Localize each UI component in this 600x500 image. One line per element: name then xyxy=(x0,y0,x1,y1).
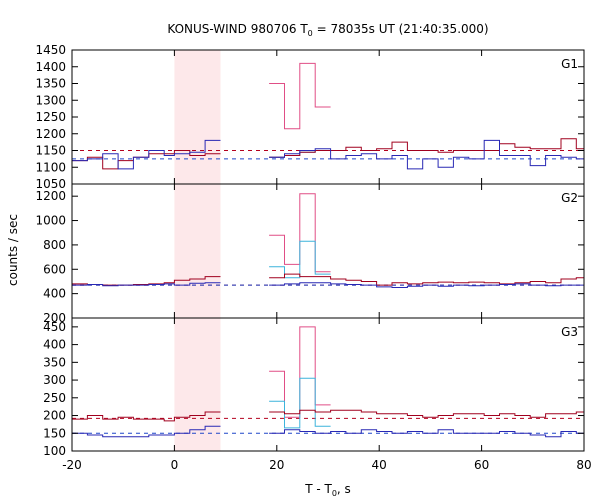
series-peak-soft xyxy=(269,377,331,429)
y-tick-label: 200 xyxy=(43,311,66,325)
y-tick-label: 1400 xyxy=(35,60,66,74)
panel-label: G1 xyxy=(561,57,578,71)
panel-frame xyxy=(71,317,585,452)
series-red-post xyxy=(269,273,584,286)
x-axis-label: T - T0, s xyxy=(304,482,351,498)
x-tick-label: -20 xyxy=(62,458,82,472)
series-peak-hard xyxy=(269,62,331,130)
series-blue-post xyxy=(269,282,584,288)
panel-g3: 100 150 200 250 300 350 400 450 G3 xyxy=(43,317,585,458)
xlabel-rest: , s xyxy=(337,482,351,496)
y-tick-label: 1250 xyxy=(35,110,66,124)
y-tick-label: 1300 xyxy=(35,93,66,107)
x-tick-label: 20 xyxy=(269,458,284,472)
title-rest: = 78035s UT (21:40:35.000) xyxy=(313,22,489,36)
panel-frame xyxy=(71,183,585,319)
chart-title: KONUS-WIND 980706 T0 = 78035s UT (21:40:… xyxy=(167,22,488,38)
title-subscript: 0 xyxy=(308,29,313,38)
series-blue-pre xyxy=(72,282,221,287)
y-tick-label: 1350 xyxy=(35,77,66,91)
y-tick-label: 300 xyxy=(43,373,66,387)
x-tick-label: 40 xyxy=(372,458,387,472)
y-tick-label: 600 xyxy=(43,262,66,276)
xlabel-subscript: 0 xyxy=(332,489,337,498)
panel-label: G2 xyxy=(561,191,578,205)
series-red-pre xyxy=(72,411,221,422)
y-tick-label: 1100 xyxy=(35,160,66,174)
y-tick-label: 150 xyxy=(43,426,66,440)
series-blue-pre xyxy=(72,425,221,438)
panel-g2: 200 400 600 800 1000 1200 G2 xyxy=(35,183,585,325)
y-tick-label: 1150 xyxy=(35,144,66,158)
y-tick-label: 1200 xyxy=(35,189,66,203)
panel-frame xyxy=(71,49,585,185)
series-blue-post xyxy=(269,139,585,170)
panel-g1: 1050 1100 1150 1200 1250 1300 1350 1400 1450 G1 xyxy=(35,43,585,191)
y-tick-label: 450 xyxy=(43,320,66,334)
x-tick-label: 0 xyxy=(171,458,179,472)
series-peak-soft xyxy=(269,240,331,279)
y-tick-label: 1450 xyxy=(35,43,66,57)
svg-text:KONUS-WIND 980706 T0 = 78035s: KONUS-WIND 980706 T0 = 78035s UT (21:40:… xyxy=(167,22,488,38)
x-tick-label: 80 xyxy=(576,458,591,472)
y-tick-label: 400 xyxy=(43,338,66,352)
y-tick-label: 1200 xyxy=(35,127,66,141)
x-tick-label: 60 xyxy=(474,458,489,472)
series-red-post xyxy=(269,138,585,158)
panel-label: G3 xyxy=(561,325,578,339)
xlabel-main: T - T xyxy=(304,482,332,496)
y-tick-label: 100 xyxy=(43,444,66,458)
series-red-post xyxy=(269,409,584,418)
plot-area: 1050 1100 1150 1200 1250 1300 1350 1400 1450 G1 20… xyxy=(35,43,591,472)
highlight-interval xyxy=(174,50,221,451)
y-tick-label: 350 xyxy=(43,355,66,369)
title-main: KONUS-WIND 980706 T xyxy=(167,22,308,36)
y-tick-label: 250 xyxy=(43,391,66,405)
y-tick-label: 200 xyxy=(43,409,66,423)
y-tick-label: 1000 xyxy=(35,214,66,228)
series-blue-pre xyxy=(72,139,221,170)
y-axis-label: counts / sec xyxy=(6,214,20,286)
series-blue-post xyxy=(269,429,585,438)
y-tick-label: 800 xyxy=(43,238,66,252)
y-tick-label: 1050 xyxy=(35,177,66,191)
y-tick-label: 400 xyxy=(43,287,66,301)
